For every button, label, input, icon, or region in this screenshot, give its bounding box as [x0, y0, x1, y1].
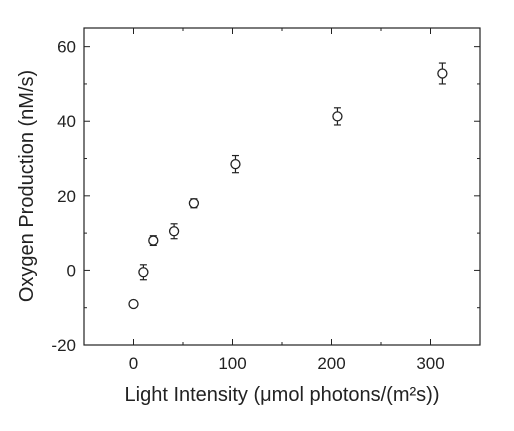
point-marker: [437, 68, 448, 79]
data-point: [168, 223, 180, 240]
point-marker: [230, 158, 241, 170]
y-tick-label: 0: [67, 261, 76, 280]
data-point: [188, 198, 200, 209]
x-tick-label: 300: [416, 354, 444, 373]
x-tick-label: 0: [129, 354, 138, 373]
point-marker: [168, 226, 180, 237]
point-marker: [188, 198, 200, 209]
point-marker: [128, 298, 139, 310]
data-point: [437, 62, 448, 85]
y-tick-label: 60: [57, 38, 76, 57]
y-tick-label: -20: [51, 336, 76, 355]
y-tick-label: 40: [57, 112, 76, 131]
data-point: [230, 154, 241, 174]
x-axis-title: Light Intensity (μmol photons/(m²s)): [125, 384, 440, 406]
point-marker: [148, 235, 159, 246]
y-axis-title: Oxygen Production (nM/s): [16, 70, 38, 302]
point-marker: [332, 111, 343, 122]
y-tick-label: 20: [57, 187, 76, 206]
x-tick-label: 100: [218, 354, 246, 373]
data-point: [138, 264, 149, 281]
data-points: [128, 62, 448, 310]
x-tick-label: 200: [317, 354, 345, 373]
tick-marks: [83, 28, 481, 346]
plot-frame: [83, 27, 481, 346]
data-point: [332, 107, 343, 126]
data-point: [128, 298, 139, 310]
tick-labels: 0 100 200 300 -20 0 20 40 60: [51, 38, 444, 373]
point-marker: [138, 267, 149, 278]
data-point: [148, 235, 159, 247]
